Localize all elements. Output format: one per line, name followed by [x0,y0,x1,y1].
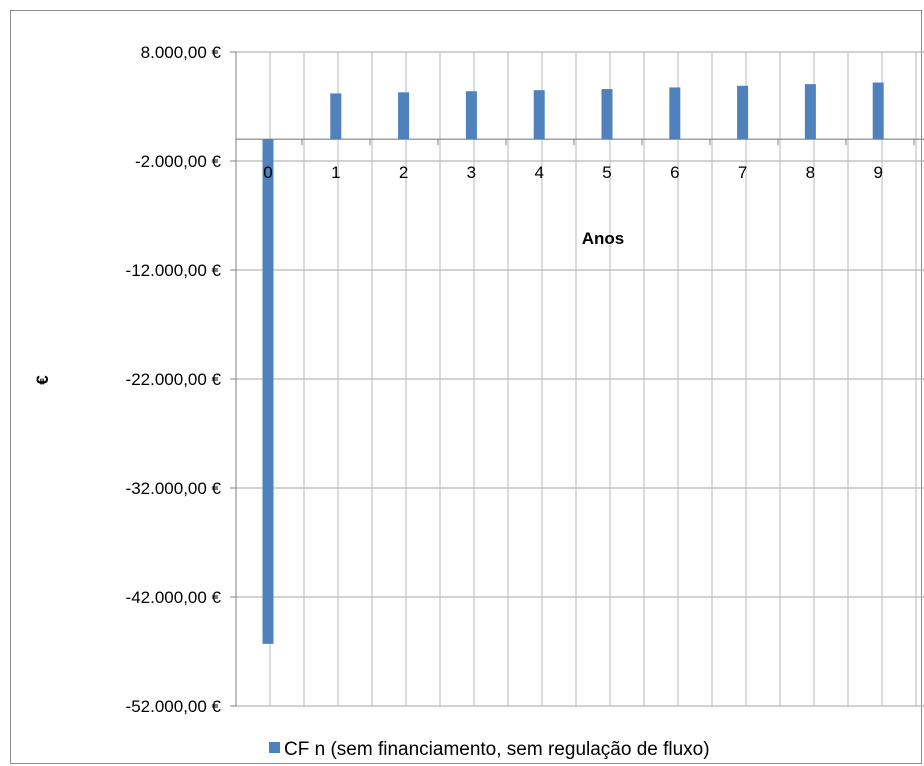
bar-9 [872,82,884,140]
legend: CF n (sem financiamento, sem regulação d… [269,739,710,760]
tick-labels: 8.000,00 € -2.000,00 € -12.000,00 € -22.000… [126,43,883,716]
bar-4 [533,90,545,140]
x-tick-label: 0 [263,163,272,182]
x-tick-label: 8 [806,163,815,182]
y-tick-label: -22.000,00 € [126,370,222,389]
bar-8 [804,84,816,140]
bar-0 [262,139,274,644]
x-tick-label: 1 [331,163,340,182]
x-axis-title: Anos [582,229,625,248]
y-tick-label: 8.000,00 € [141,43,222,62]
x-tick-label: 7 [738,163,747,182]
legend-label: CF n (sem financiamento, sem regulação d… [284,739,710,760]
bar-3 [465,91,477,140]
y-tick-label: -42.000,00 € [126,588,222,607]
x-tick-label: 3 [467,163,476,182]
y-tick-label: -32.000,00 € [126,479,222,498]
legend-swatch [269,742,280,753]
bar-2 [398,92,410,140]
bar-5 [601,89,613,140]
y-tick-label: -2.000,00 € [135,152,222,171]
bars [262,82,884,644]
x-tick-label: 6 [670,163,679,182]
x-tick-label: 2 [399,163,408,182]
y-tick-label: -12.000,00 € [126,261,222,280]
bar-7 [737,85,749,140]
x-tick-label: 5 [602,163,611,182]
gridlines [235,51,924,707]
bar-6 [669,87,681,140]
bar-1 [330,93,342,140]
y-tick-label: -52.000,00 € [126,697,222,716]
x-tick-label: 9 [873,163,882,182]
y-axis-title: € [33,375,52,385]
x-tick-label: 4 [534,163,543,182]
